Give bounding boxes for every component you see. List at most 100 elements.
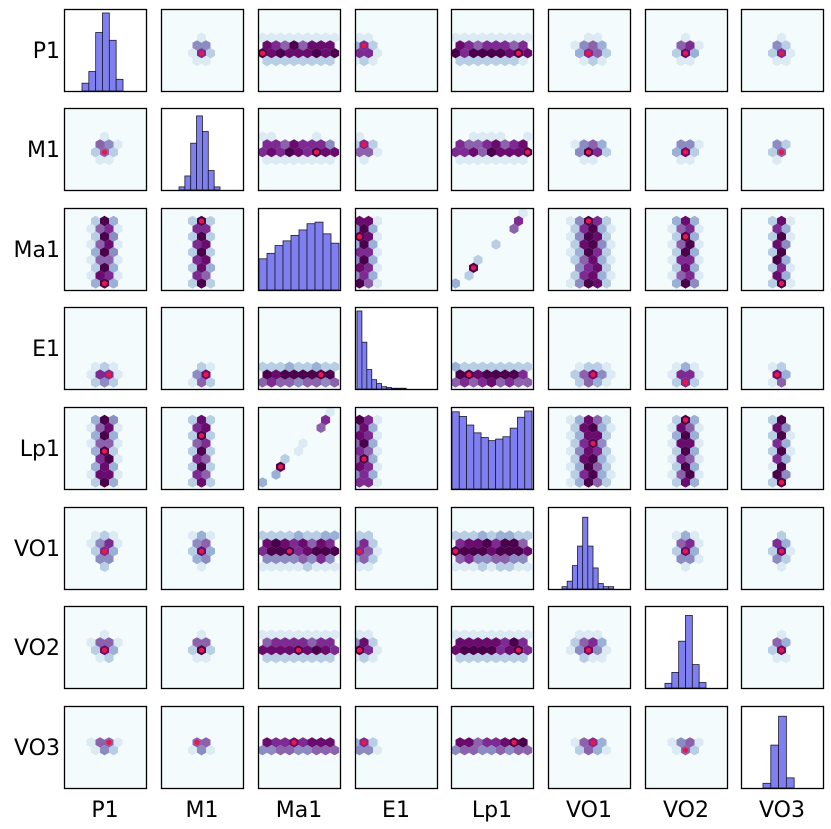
hexbin-peak (585, 218, 592, 224)
hexbin-cell (316, 538, 326, 549)
hexbin-cell (575, 262, 584, 273)
hist-bar-VO1-8 (602, 586, 609, 590)
hexbin-cell (95, 737, 105, 748)
hexbin-cell (602, 461, 611, 472)
hexbin-cell (584, 477, 593, 488)
hexbin-cell (588, 652, 598, 664)
panel-VO2-VO3 (740, 605, 825, 690)
hexbin-cell (602, 48, 611, 59)
hexbin-cell (575, 361, 584, 372)
hexbin-peak (356, 548, 363, 554)
hist-bar-Ma1-5 (298, 229, 308, 291)
hexbin-cell (359, 223, 369, 234)
row-label-E1: E1 (32, 337, 60, 362)
hexbin-cell (514, 377, 524, 388)
hexbin-cell (307, 652, 317, 664)
hexbin-cell (86, 223, 96, 234)
hexbin-peak (259, 50, 266, 56)
panel-VO1-Lp1 (450, 506, 535, 591)
hexbin-cell (294, 32, 303, 43)
hexbin-cell (197, 278, 206, 289)
hexbin-cell (321, 32, 331, 43)
hexbin-cell (509, 223, 519, 234)
hexbin-cell (325, 553, 335, 565)
hexbin-cell (464, 652, 474, 664)
hist-bar-Lp1-4 (480, 437, 489, 490)
hexbin-cell (316, 40, 326, 51)
hexbin-cell (359, 239, 369, 250)
hexbin-cell (307, 553, 317, 565)
hexbin-cell (312, 645, 321, 656)
hexbin-cell (312, 530, 321, 541)
hist-bar-P1-1 (88, 71, 97, 92)
panel-frame (257, 107, 342, 192)
hexbin-cell (285, 645, 294, 656)
hexbin-cell (579, 369, 589, 380)
hexbin-peak (682, 234, 689, 240)
hexbin-cell (303, 361, 312, 372)
hexbin-cell (518, 737, 528, 748)
hexbin-cell (364, 546, 373, 557)
hexbin-cell (575, 430, 584, 441)
hexbin-cell (258, 32, 267, 43)
hexbin-cell (690, 361, 699, 372)
hist-bar-M1-6 (213, 186, 221, 191)
hexbin-cell (579, 270, 589, 281)
hist-bar-VO3-1 (770, 744, 779, 789)
hexbin-cell (487, 361, 496, 372)
hexbin-cell (667, 270, 677, 281)
hexbin-cell (298, 538, 308, 549)
hexbin-cell (505, 32, 514, 43)
panel-frame (160, 8, 245, 93)
hexbin-cell (491, 538, 501, 549)
hexbin-cell (473, 637, 483, 648)
panel-frame (547, 306, 632, 391)
hexbin-cell (496, 32, 505, 43)
hexbin-cell (667, 453, 677, 465)
hexbin-peak (682, 417, 689, 423)
hexbin-cell (280, 55, 290, 67)
hexbin-cell (579, 737, 589, 748)
hist-bar-VO2-1 (671, 672, 680, 689)
hexbin-cell (330, 377, 340, 388)
hexbin-cell (451, 361, 460, 372)
hexbin-cell (491, 40, 501, 51)
hexbin-cell (368, 254, 378, 266)
hexbin-cell (298, 154, 308, 166)
panel-frame (354, 306, 439, 391)
column-label-VO1: VO1 (566, 798, 612, 823)
panel-P1-E1 (354, 8, 439, 93)
hexbin-cell (192, 453, 202, 465)
hexbin-cell (100, 629, 109, 640)
hexbin-cell (289, 55, 299, 67)
hexbin-cell (330, 561, 340, 572)
hexbin-cell (289, 553, 299, 565)
hexbin-cell (368, 55, 378, 67)
hexbin-cell (188, 231, 197, 242)
hexbin-cell (584, 377, 593, 388)
hexbin-cell (325, 369, 335, 380)
hexbin-cell (786, 446, 795, 457)
hexbin-cell (201, 254, 211, 266)
hexbin-cell (685, 55, 695, 67)
hexbin-cell (303, 546, 312, 557)
hexbin-cell (201, 55, 211, 67)
hexbin-cell (276, 377, 285, 388)
hexbin-cell (602, 377, 611, 388)
hexbin-cell (478, 530, 487, 541)
hexbin-cell (330, 745, 340, 756)
hexbin-cell (768, 477, 777, 488)
panel-frame (354, 705, 439, 790)
hexbin-cell (690, 446, 699, 457)
hist-bar-Lp1-10 (524, 410, 533, 490)
hexbin-peak (361, 456, 367, 462)
hexbin-cell (500, 652, 510, 664)
hexbin-cell (509, 139, 519, 150)
hexbin-cell (271, 154, 281, 166)
hexbin-cell (298, 637, 308, 648)
panel-frame (547, 207, 632, 292)
panel-frame (354, 605, 439, 690)
hexbin-cell (330, 645, 340, 656)
panel-frame (63, 705, 148, 790)
hexbin-cell (355, 48, 364, 59)
